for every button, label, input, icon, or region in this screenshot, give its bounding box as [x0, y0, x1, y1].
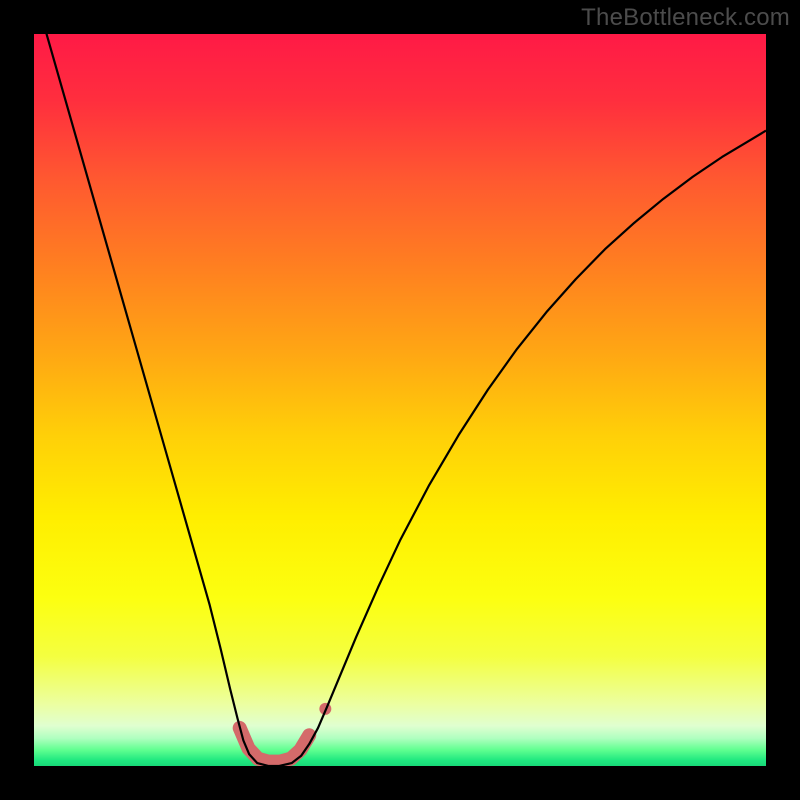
watermark-text: TheBottleneck.com: [581, 4, 790, 32]
app-frame: TheBottleneck.com: [0, 0, 800, 800]
gradient-background: [34, 34, 766, 766]
chart-plot-area: [34, 34, 766, 766]
chart-svg: [34, 34, 766, 766]
